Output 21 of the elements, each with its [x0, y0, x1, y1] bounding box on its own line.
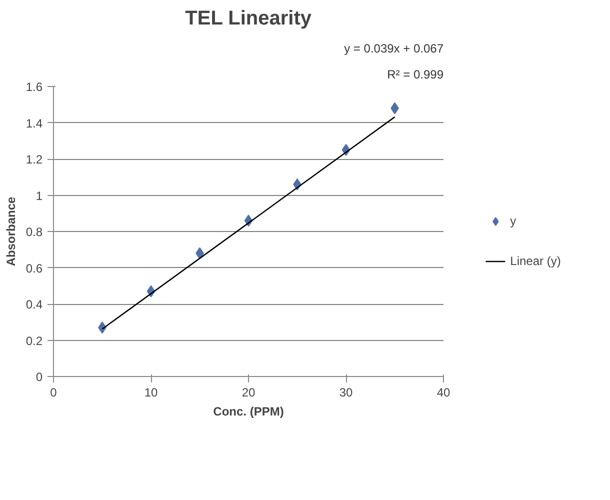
- y-tick-label: 1.6: [26, 80, 43, 94]
- x-tick-label: 40: [436, 386, 450, 400]
- y-tick-label: 0.6: [26, 261, 43, 276]
- y-axis-title: Absorbance: [4, 196, 18, 266]
- legend-label: Linear (y): [510, 254, 561, 268]
- x-tick-label: 0: [50, 386, 58, 400]
- x-tick-label: 20: [242, 386, 256, 400]
- legend-label: y: [510, 214, 518, 228]
- y-tick-label: 1: [36, 188, 43, 203]
- text: R² = 0.999: [387, 68, 444, 82]
- x-tick-label: 30: [339, 386, 353, 400]
- text: y = 0.039x + 0.067: [344, 42, 444, 56]
- x-tick-label: 10: [144, 386, 158, 400]
- y-tick-label: 1.2: [26, 152, 43, 166]
- y-tick-label: 1.4: [26, 116, 43, 130]
- y-tick-label: 0.8: [26, 225, 43, 239]
- y-tick-label: 0: [36, 370, 43, 384]
- y-tick-label: 0.2: [26, 334, 43, 348]
- y-tick-label: 0.4: [26, 298, 43, 312]
- x-axis-title: Conc. (PPM): [213, 404, 284, 418]
- chart-title: TEL Linearity: [185, 8, 312, 30]
